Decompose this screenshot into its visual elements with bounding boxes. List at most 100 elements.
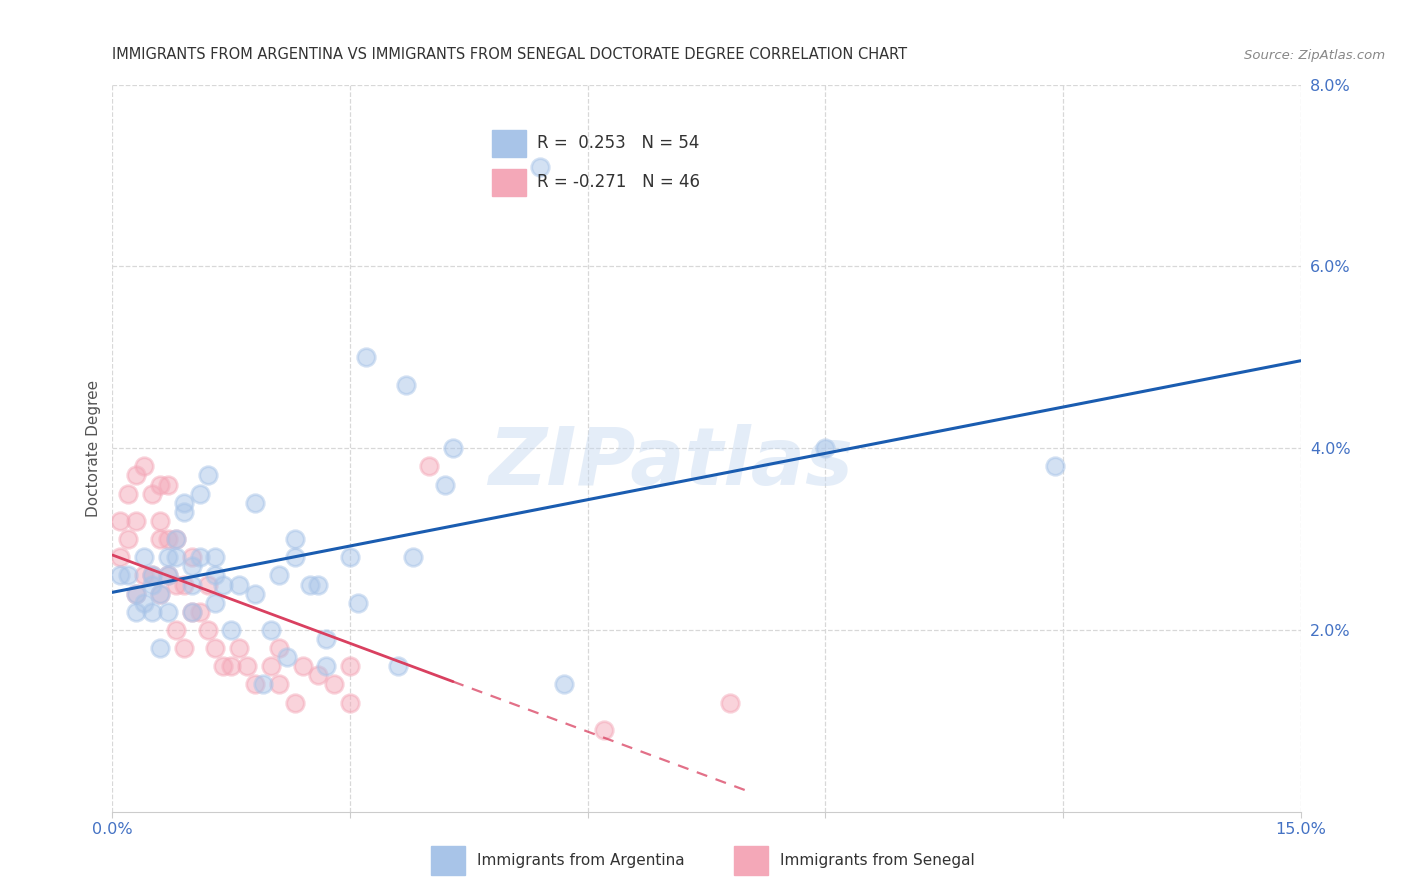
Point bbox=[110, 514, 132, 528]
Point bbox=[204, 641, 226, 656]
Point bbox=[315, 632, 337, 646]
Point bbox=[339, 696, 361, 710]
Point bbox=[434, 477, 457, 491]
Point bbox=[165, 577, 187, 591]
Point bbox=[141, 605, 163, 619]
Point bbox=[260, 623, 283, 637]
Point bbox=[243, 677, 266, 691]
Point bbox=[156, 605, 179, 619]
Point bbox=[156, 532, 179, 546]
Point bbox=[814, 442, 837, 455]
Point bbox=[188, 486, 211, 500]
Point bbox=[165, 532, 187, 546]
Point bbox=[219, 659, 242, 673]
Point bbox=[117, 568, 139, 582]
Point bbox=[180, 550, 202, 565]
Point bbox=[441, 442, 464, 455]
Point bbox=[252, 677, 274, 691]
Point bbox=[315, 659, 337, 673]
Point bbox=[180, 559, 202, 574]
Point bbox=[219, 623, 242, 637]
Point bbox=[149, 477, 172, 491]
Text: R =  0.253   N = 54: R = 0.253 N = 54 bbox=[537, 135, 699, 153]
Y-axis label: Doctorate Degree: Doctorate Degree bbox=[86, 380, 101, 516]
Point bbox=[212, 659, 235, 673]
Point bbox=[418, 459, 440, 474]
Point bbox=[197, 577, 219, 591]
Point bbox=[125, 514, 148, 528]
Point bbox=[125, 468, 148, 483]
Point bbox=[276, 650, 298, 665]
Point bbox=[204, 568, 226, 582]
Point bbox=[134, 568, 156, 582]
Point bbox=[117, 532, 139, 546]
Point bbox=[299, 577, 322, 591]
Bar bbox=[492, 169, 526, 196]
Point bbox=[1043, 459, 1066, 474]
Point bbox=[180, 577, 202, 591]
Point bbox=[529, 160, 551, 174]
Point bbox=[260, 659, 283, 673]
Point bbox=[173, 496, 195, 510]
Point bbox=[339, 550, 361, 565]
Point bbox=[718, 696, 741, 710]
Point bbox=[188, 550, 211, 565]
Text: Immigrants from Argentina: Immigrants from Argentina bbox=[477, 854, 685, 868]
Point bbox=[387, 659, 409, 673]
Point bbox=[165, 532, 187, 546]
Point bbox=[347, 596, 370, 610]
Point bbox=[267, 568, 290, 582]
Point bbox=[134, 596, 156, 610]
Point bbox=[354, 351, 377, 365]
Point bbox=[307, 577, 329, 591]
Point bbox=[156, 568, 179, 582]
Point bbox=[236, 659, 259, 673]
FancyBboxPatch shape bbox=[734, 847, 768, 875]
Point bbox=[149, 587, 172, 601]
Point bbox=[339, 659, 361, 673]
Point bbox=[323, 677, 346, 691]
Bar bbox=[492, 129, 526, 157]
Point bbox=[291, 659, 314, 673]
Text: Source: ZipAtlas.com: Source: ZipAtlas.com bbox=[1244, 49, 1385, 62]
Point bbox=[204, 596, 226, 610]
Point bbox=[228, 641, 250, 656]
Point bbox=[156, 477, 179, 491]
Point bbox=[228, 577, 250, 591]
Point bbox=[180, 605, 202, 619]
Point bbox=[197, 623, 219, 637]
Point bbox=[110, 568, 132, 582]
Point bbox=[141, 568, 163, 582]
Point bbox=[197, 468, 219, 483]
Text: Immigrants from Senegal: Immigrants from Senegal bbox=[780, 854, 976, 868]
Point bbox=[149, 532, 172, 546]
Point bbox=[125, 605, 148, 619]
Point bbox=[284, 532, 307, 546]
Point bbox=[267, 677, 290, 691]
Point bbox=[117, 486, 139, 500]
Point bbox=[267, 641, 290, 656]
Point bbox=[212, 577, 235, 591]
Point bbox=[243, 587, 266, 601]
Point bbox=[173, 505, 195, 519]
Point bbox=[180, 605, 202, 619]
Point bbox=[284, 550, 307, 565]
FancyBboxPatch shape bbox=[430, 847, 465, 875]
Text: IMMIGRANTS FROM ARGENTINA VS IMMIGRANTS FROM SENEGAL DOCTORATE DEGREE CORRELATIO: IMMIGRANTS FROM ARGENTINA VS IMMIGRANTS … bbox=[112, 47, 908, 62]
Point bbox=[141, 568, 163, 582]
Point bbox=[149, 641, 172, 656]
Point bbox=[592, 723, 614, 737]
Point bbox=[156, 568, 179, 582]
Point bbox=[204, 550, 226, 565]
Text: ZIPatlas: ZIPatlas bbox=[488, 424, 853, 502]
Point bbox=[165, 623, 187, 637]
Point bbox=[243, 496, 266, 510]
Point bbox=[394, 377, 416, 392]
Point bbox=[173, 641, 195, 656]
Point bbox=[188, 605, 211, 619]
Point bbox=[402, 550, 425, 565]
Point bbox=[156, 550, 179, 565]
Point bbox=[125, 587, 148, 601]
Point bbox=[173, 577, 195, 591]
Point bbox=[134, 550, 156, 565]
